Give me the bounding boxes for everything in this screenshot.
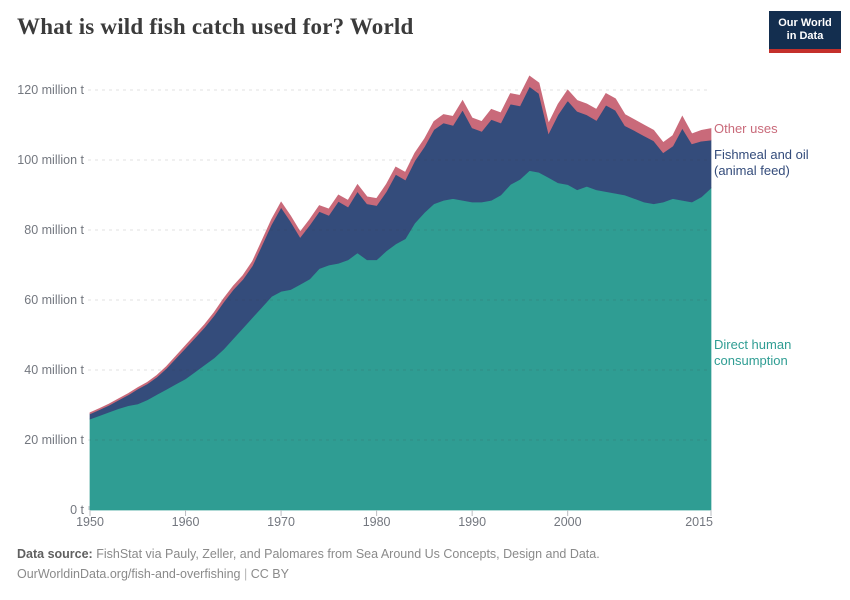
x-tick-label-2000: 2000 <box>553 515 582 529</box>
data-source-text: FishStat via Pauly, Zeller, and Palomare… <box>96 547 600 561</box>
x-tick-label-1990: 1990 <box>458 515 487 529</box>
x-tick-label-1980: 1980 <box>362 515 391 529</box>
owid-logo-line2: in Data <box>786 30 824 42</box>
owid-logo: Our World in Data <box>769 11 841 53</box>
owid-logo-text: Our World in Data <box>778 17 832 43</box>
page-title: What is wild fish catch used for? World <box>17 14 414 39</box>
legend-other-uses: Other uses <box>714 121 778 136</box>
x-tick-label-1960: 1960 <box>171 515 200 529</box>
y-tick-label-100: 100 million t <box>17 153 84 167</box>
y-tick-label-20: 20 million t <box>24 433 84 447</box>
y-tick-label-40: 40 million t <box>24 363 84 377</box>
x-tick-label-1970: 1970 <box>267 515 295 529</box>
footer-license-line: OurWorldinData.org/fish-and-overfishing … <box>17 567 289 581</box>
footer-separator: | <box>243 567 248 581</box>
area-other-uses[interactable] <box>89 75 712 415</box>
footer-source-line: Data source: FishStat via Pauly, Zeller,… <box>17 547 600 561</box>
footer-license: CC BY <box>250 567 289 581</box>
y-tick-label-60: 60 million t <box>24 293 84 307</box>
x-tick-label-1950: 1950 <box>76 515 104 529</box>
y-tick-label-120: 120 million t <box>17 83 84 97</box>
y-tick-label-0: 0 t <box>70 503 84 517</box>
x-tick-label-2015: 2015 <box>685 515 713 529</box>
data-source-label: Data source: <box>17 547 93 561</box>
footer-link[interactable]: OurWorldinData.org/fish-and-overfishing <box>17 567 241 581</box>
legend-fishmeal: Fishmeal and oil (animal feed) <box>714 147 809 178</box>
y-tick-label-80: 80 million t <box>24 223 84 237</box>
legend-direct-human-consumption: Direct human consumption <box>714 337 792 368</box>
owid-logo-line1: Our World <box>778 17 832 29</box>
